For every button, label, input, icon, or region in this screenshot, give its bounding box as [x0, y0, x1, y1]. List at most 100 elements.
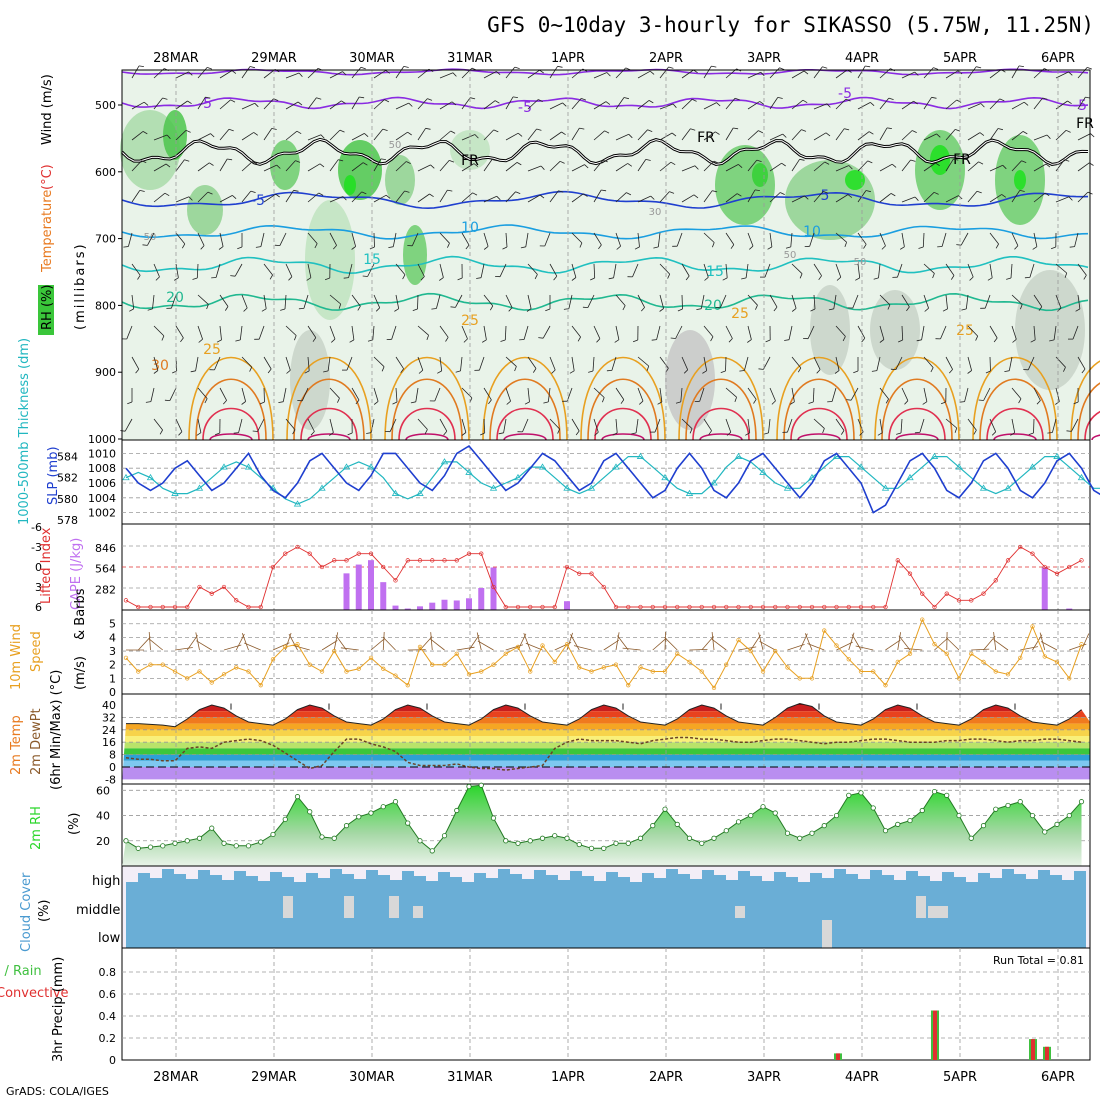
wind-barb-flag [198, 338, 203, 343]
wind-barb [900, 418, 903, 434]
lifted-index-point [221, 584, 227, 590]
wind-barb-flag [463, 338, 468, 343]
wind-barb [439, 130, 451, 141]
cloud-mid-low-bar [654, 892, 666, 948]
cloud-high-bar [258, 881, 270, 892]
lifted-index-point [283, 551, 288, 556]
contour-label: FR [953, 152, 971, 168]
wind-barb-flag [187, 100, 192, 105]
dewpoint-line [125, 736, 1082, 771]
wind-barb [263, 294, 267, 309]
wind-barb-flag [616, 245, 621, 250]
wind-barb-flag [834, 370, 840, 374]
temp2m-tick-label: 32 [102, 711, 116, 724]
wind-barb [527, 99, 539, 110]
cape-bar [392, 605, 399, 610]
cloud-high-bar [882, 875, 894, 892]
wind10-point [871, 669, 876, 674]
wind-barb [747, 325, 752, 340]
wind-barb [373, 356, 385, 367]
rh-blob [1014, 170, 1026, 190]
bottom-date-label: 31MAR [447, 1070, 493, 1085]
wind10-point [503, 651, 508, 656]
wind-barb-flag [602, 397, 605, 403]
wind-barb [615, 294, 626, 306]
cloud-high-bar [450, 877, 462, 892]
wind-barb-flag [620, 399, 625, 404]
wind-barb [153, 263, 160, 278]
wind10-point [785, 665, 790, 670]
wind-barb [197, 294, 209, 305]
top-date-label: 29MAR [251, 51, 297, 66]
wind10-point [295, 642, 300, 647]
lifted-index-point [577, 571, 582, 576]
wind-barb [659, 161, 672, 172]
wind-barb-flag [293, 189, 299, 192]
wind-barb-flag [196, 432, 202, 436]
wind-barb-flag [879, 339, 885, 343]
wind-barb [571, 263, 577, 278]
wind-barb [901, 387, 909, 401]
wind10-barb [664, 631, 666, 651]
wind-barb [989, 263, 993, 278]
contour-label: 20 [704, 298, 722, 314]
wind-barb-flag [261, 308, 267, 312]
cloud-mid-low-bar [1062, 892, 1074, 948]
lifted-index-point [711, 604, 717, 610]
wind-barb [945, 356, 953, 370]
wind-barb-flag [407, 131, 412, 136]
wind-barb [659, 356, 669, 369]
wind-barb-flag [142, 244, 148, 246]
wind-barb-flag [339, 129, 345, 133]
wind-barb [790, 232, 793, 247]
rh2m-point [331, 835, 337, 841]
wind-barb-flag [976, 66, 982, 69]
wind-barb-flag [420, 276, 425, 281]
wind-barb [282, 387, 287, 402]
cloud-mid-low-bar [426, 892, 438, 948]
contour-surface-loop [692, 407, 750, 441]
thickness-marker [857, 463, 865, 470]
contour-surface-loop [685, 378, 757, 441]
wind-barb [373, 232, 375, 248]
wind-barb-flag [890, 193, 896, 197]
wind-barb [175, 130, 187, 141]
wind-barb-flag [424, 429, 428, 435]
wind-barb-flag [575, 430, 580, 436]
cloud-mid-low-bar [366, 892, 378, 948]
cloud-mid-low-bar [906, 892, 918, 948]
cloud-high-bar [690, 879, 702, 892]
thickness-marker [636, 452, 645, 459]
wind-barb [1011, 294, 1023, 305]
wind-barb-flag [249, 366, 253, 372]
wind-barb-flag [341, 100, 346, 104]
cloud-mid-low-bar [666, 892, 678, 948]
cloud-gap [822, 920, 832, 948]
contour-label: 5 [821, 188, 830, 204]
wind-barb [307, 232, 318, 244]
wind-barb [527, 128, 537, 141]
cloud-high-bar [570, 871, 582, 892]
cape-bar [466, 598, 472, 610]
rh2m-point [907, 817, 913, 824]
wind-barb [835, 165, 850, 172]
wind-barb-flag [450, 306, 456, 308]
wind-barb [483, 232, 489, 247]
wind-barb-flag [1068, 196, 1073, 201]
wind-barb [152, 294, 155, 309]
wind-barb [329, 71, 343, 79]
wind-barb-flag [747, 339, 752, 343]
wind-barb [967, 191, 978, 203]
wind10-point [589, 669, 594, 674]
wind10-barb [807, 643, 825, 651]
wind-barb [373, 99, 385, 110]
thickness-marker [1053, 452, 1061, 459]
wind-barb [549, 263, 558, 277]
wind-barb-flag [412, 308, 418, 311]
cloud-mid-low-bar [126, 892, 138, 948]
cloud-high-bar [162, 869, 174, 892]
wind-barb [131, 65, 140, 79]
wind-barb [945, 99, 957, 110]
wind-barb-flag [402, 274, 406, 280]
